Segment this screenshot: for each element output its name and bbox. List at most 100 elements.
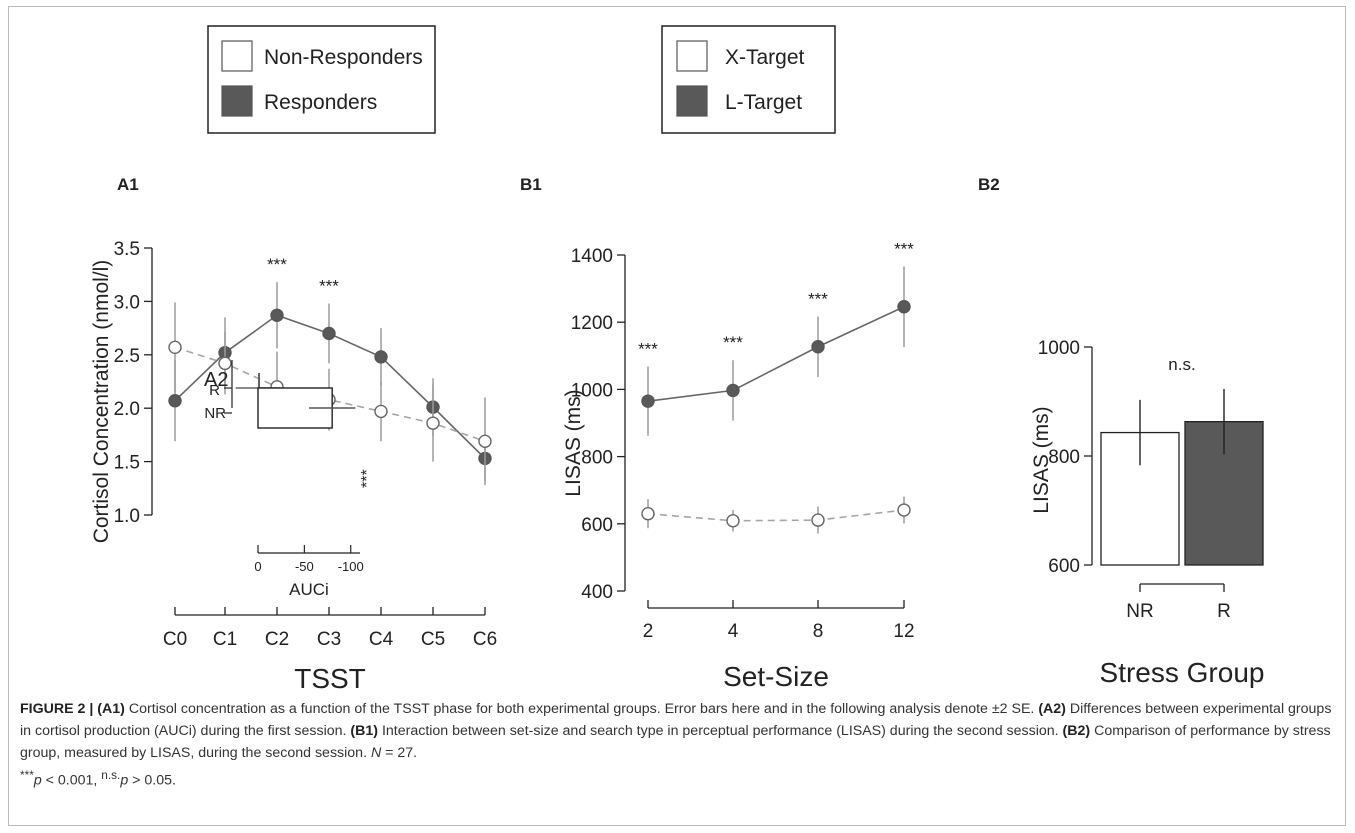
significance-stars: ***: [808, 289, 828, 308]
legend-swatch-l-target: [676, 85, 708, 117]
x-tick-label: 4: [728, 621, 739, 642]
legend-label-x-target: X-Target: [725, 46, 805, 69]
caption-p2: p: [120, 772, 129, 789]
data-point: [374, 350, 388, 364]
caption-b1-label: (B1): [350, 723, 378, 739]
panel-label-a1: A1: [117, 175, 139, 194]
x-axis-title: Stress Group: [1100, 657, 1265, 688]
y-tick-label: 1400: [571, 246, 613, 267]
y-tick-label: 1000: [571, 380, 613, 401]
y-tick-label: 1000: [1038, 338, 1080, 359]
data-point: [811, 513, 825, 527]
data-point: [218, 356, 232, 371]
chart-a2: A2R NR 0 -50 -100 AUCi ***: [204, 360, 376, 599]
legend-swatch-responders: [221, 85, 253, 117]
y-tick-label: 600: [581, 515, 613, 536]
y-tick-label: 2.0: [114, 399, 140, 420]
data-point: [478, 434, 492, 449]
panel-label-a2: A2: [204, 369, 228, 391]
data-point: [897, 503, 911, 517]
y-tick-label: 800: [581, 448, 613, 469]
legend-label-l-target: L-Target: [725, 91, 802, 114]
caption-a2-label: (A2): [1038, 701, 1066, 717]
legend-swatch-x-target: [676, 40, 708, 72]
y-tick-label: 600: [1048, 556, 1080, 577]
series-line: [647, 306, 905, 402]
panel-label-b1: B1: [520, 175, 542, 194]
y-tick-label: 3.0: [114, 292, 140, 313]
y-axis-label: LISAS (ms): [562, 389, 585, 496]
caption-b2-label: (B2): [1062, 723, 1091, 739]
figure-canvas: Non-Responders Responders X-Target L-Tar…: [90, 25, 1264, 694]
x-tick-label: NR: [1126, 601, 1153, 622]
panel-label-b2: B2: [978, 175, 1000, 194]
data-point: [897, 300, 911, 314]
x-tick-label: R: [1217, 601, 1231, 622]
caption-ns-sup: n.s.: [101, 768, 121, 782]
caption-sig-stars: ***: [20, 768, 34, 782]
data-point: [726, 514, 740, 528]
caption-n-label: N: [370, 745, 382, 761]
caption-b1-text: Interaction between set-size and search …: [378, 723, 1059, 739]
legend-label-responders: Responders: [264, 91, 377, 114]
legend-target: X-Target L-Target: [661, 25, 836, 134]
caption-a1-text: Cortisol concentration as a function of …: [124, 701, 1035, 717]
x-axis-title: TSST: [294, 663, 366, 694]
significance-stars: ***: [723, 333, 743, 352]
x-tick-label: C1: [213, 629, 237, 650]
caption-figure-label: FIGURE 2 |: [20, 701, 94, 717]
x-tick-label: 2: [643, 621, 654, 642]
x-tick-label: C6: [473, 629, 497, 650]
caption-a2-text: Differences between experimental groups …: [20, 701, 1332, 739]
x-tick-label: C0: [163, 629, 187, 650]
data-point: [374, 404, 388, 419]
caption-a1-label: (A1): [97, 701, 125, 717]
significance-stars: ***: [638, 340, 658, 359]
a2-category-label: NR: [204, 405, 226, 422]
y-axis-label: LISAS (ms): [1030, 406, 1053, 513]
a2-x-tick-label: -100: [338, 559, 364, 574]
x-tick-label: 8: [813, 621, 824, 642]
data-point: [426, 416, 440, 430]
caption-p1: p: [33, 772, 42, 789]
data-point: [270, 308, 284, 322]
y-tick-label: 1.5: [114, 453, 140, 474]
figure-frame: [8, 6, 1346, 826]
a2-x-tick-label: 0: [254, 559, 261, 574]
series-line: [647, 509, 905, 522]
caption-b2-text: Comparison of performance by stress grou…: [20, 723, 1331, 761]
significance-label: n.s.: [1168, 355, 1195, 374]
significance-stars: ***: [319, 277, 339, 296]
data-point: [641, 507, 655, 521]
significance-stars: ***: [267, 255, 287, 274]
y-tick-label: 800: [1048, 447, 1080, 468]
x-tick-label: C5: [421, 629, 445, 650]
a2-significance-stars: ***: [359, 469, 376, 488]
y-tick-label: 1200: [571, 313, 613, 334]
y-tick-label: 400: [581, 582, 613, 603]
y-tick-label: 2.5: [114, 346, 140, 367]
y-tick-label: 1.0: [114, 506, 140, 527]
x-tick-label: C3: [317, 629, 341, 650]
data-point: [322, 326, 336, 341]
caption-p2-text: > 0.05.: [128, 772, 176, 789]
figure-caption: FIGURE 2 | (A1) Cortisol concentration a…: [20, 698, 1335, 792]
caption-p1-text: < 0.001,: [41, 772, 102, 789]
data-point: [811, 340, 825, 354]
x-tick-label: C2: [265, 629, 289, 650]
significance-stars: ***: [894, 239, 914, 258]
legend-label-non-responders: Non-Responders: [264, 46, 423, 69]
caption-n-text: = 27.: [381, 745, 418, 761]
chart-b2: 600 800 1000 LISAS (ms) NR R Stress Group n.s.: [1030, 338, 1264, 688]
y-axis-label: Cortisol Concentration (nmol/l): [90, 260, 113, 544]
x-tick-label: C4: [369, 629, 394, 650]
legend-swatch-non-responders: [221, 40, 253, 72]
a2-category-label: R: [209, 382, 220, 399]
legend-group: Non-Responders Responders: [207, 25, 436, 134]
x-tick-label: 12: [893, 621, 914, 642]
data-point: [641, 394, 655, 408]
x-axis-title: Set-Size: [723, 661, 829, 692]
data-point: [168, 340, 182, 355]
data-point: [168, 394, 182, 408]
